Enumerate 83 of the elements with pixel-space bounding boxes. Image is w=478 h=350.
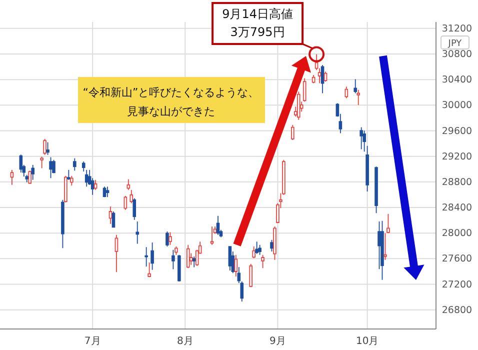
candlestick [302,78,306,102]
candlestick [270,239,274,252]
candlestick [61,199,64,249]
candlestick [360,126,363,150]
candlestick [49,156,52,179]
candlestick [150,242,154,270]
y-tick-label: 28800 [442,176,472,188]
candlestick [312,74,316,84]
annotation: 9月14日高値 3万795円 [222,7,293,39]
candlestick [380,220,384,280]
candlestick [320,64,324,94]
candlestick [108,206,112,224]
y-tick-label: 27600 [442,254,472,265]
candlestick [354,78,358,94]
candlestick [130,189,134,204]
candlestick [84,169,88,188]
candlestick [249,263,252,288]
y-tick-label: 30800 [442,49,472,60]
y-tick-label: 31200 [442,23,472,34]
x-tick-label: 7月 [84,336,101,348]
candlestick [296,91,300,120]
candlestick [273,226,276,260]
candlestick [255,241,258,254]
y-tick-label: 28000 [442,228,472,240]
candlestick [112,211,116,228]
candlestick [70,175,74,186]
x-tick-label: 8月 [176,336,194,348]
candlestick [324,71,328,82]
candlestick [252,246,256,259]
y-axis-title: JPY [447,39,462,49]
candlestick [106,186,110,198]
y-tick-label: 30400 [442,74,472,86]
candlestick [362,130,366,152]
candlestick [148,262,151,278]
candlestick [216,215,220,236]
candlestick [73,158,76,172]
y-tick-label: 29200 [442,151,472,162]
candlestick [258,244,262,256]
candlestick [102,186,106,198]
candlestick [64,175,68,204]
candlestick [82,161,86,172]
candlestick [43,138,46,156]
candlestick [31,164,34,180]
y-tick-label: 26800 [442,304,472,316]
candlestick [114,234,118,273]
candlestick [136,221,140,244]
candlestick [144,246,148,267]
candlestick [386,213,390,234]
candlestick [40,156,44,169]
candlestick [291,124,294,140]
x-tick-label: 10月 [356,336,379,348]
candlestick [52,159,56,174]
candlestick [172,249,175,270]
candlestick [10,169,14,186]
y-tick-label: 28400 [442,202,472,214]
candlestick [356,89,360,106]
candlestick [186,244,190,269]
candlestick [234,254,238,277]
candlestick [374,166,378,214]
y-tick-label: 29600 [442,126,472,137]
candlestick [366,145,369,192]
annotation: “令和新山”と呼びたくなるような、見事な山ができた [82,86,260,118]
candlestick [67,169,70,180]
y-tick-label: 27200 [442,279,472,290]
x-tick-label: 9月 [270,336,286,348]
y-tick-label: 30000 [442,100,472,112]
candlestick [132,198,136,220]
candlestick [210,226,214,246]
candlestick [261,254,264,269]
candlestick [192,256,196,268]
candlestick [384,232,387,260]
candlestick [28,170,32,184]
candlestick [228,246,232,271]
candlestick [46,142,50,156]
candlestick [174,246,178,256]
candlestick [166,231,169,248]
candlestick [344,86,348,99]
candlestick [124,195,128,210]
candlestick [126,178,130,190]
candlestick [19,154,23,174]
candlestick [94,179,98,190]
candlestick [178,254,181,282]
candlestick [168,232,172,246]
